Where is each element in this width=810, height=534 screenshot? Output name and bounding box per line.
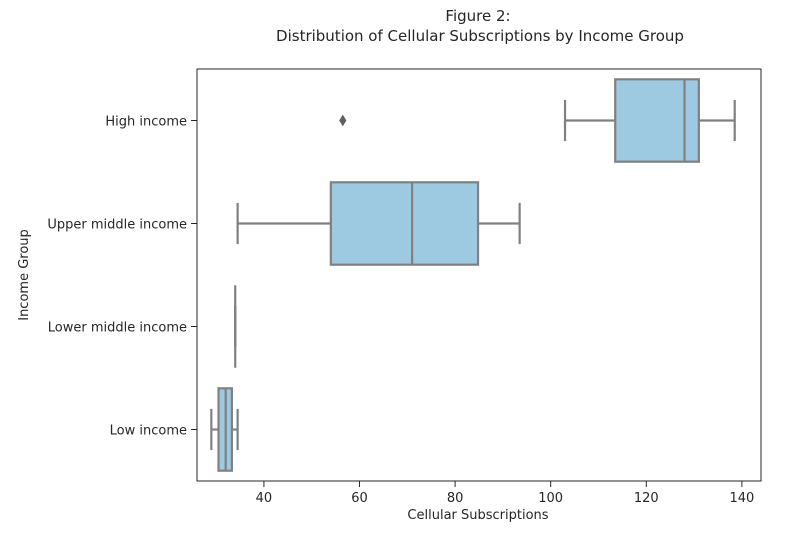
x-tick-label: 80 (447, 491, 464, 506)
y-tick-label: Lower middle income (48, 321, 187, 336)
y-tick-label: Low income (110, 424, 187, 439)
y-tick-label: Upper middle income (47, 218, 187, 233)
x-tick-label: 40 (256, 491, 273, 506)
x-tick-label: 60 (351, 491, 368, 506)
x-axis-label: Cellular Subscriptions (407, 508, 548, 523)
x-tick-label: 100 (538, 491, 563, 506)
y-axis-label: Income Group (17, 229, 32, 321)
box (329, 181, 480, 266)
box (614, 78, 700, 163)
chart-subtitle: Distribution of Cellular Subscriptions b… (276, 27, 684, 45)
plot-frame (196, 68, 762, 482)
x-tick-label: 120 (634, 491, 659, 506)
box-group (210, 387, 239, 472)
box-group (339, 78, 736, 163)
y-tick-label: High income (105, 115, 187, 130)
outlier-point (339, 114, 347, 127)
chart-title: Figure 2: (445, 7, 510, 25)
box-group (236, 181, 521, 266)
x-tick-label: 140 (729, 491, 754, 506)
plot-area (210, 78, 736, 472)
